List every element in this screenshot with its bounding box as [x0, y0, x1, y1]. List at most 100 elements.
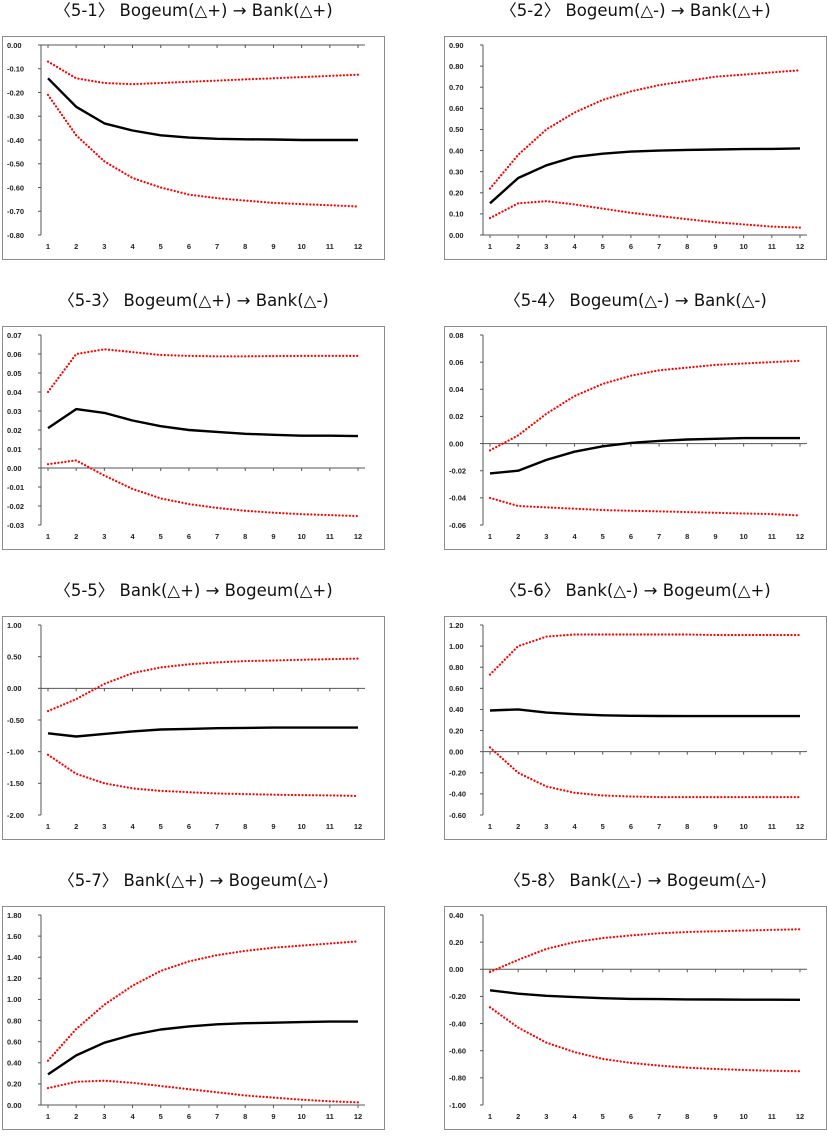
x-tick-label: 11 — [768, 242, 776, 251]
line-chart: 0.90 0.80 0.70 0.60 0.50 0.40 0.30 0.20 0.10 0.00… — [449, 41, 807, 251]
x-tick-label: 10 — [739, 822, 747, 831]
x-tick-label: 3 — [102, 1112, 106, 1121]
plot-area: 1.80 1.60 1.40 1.20 1.00 0.80 0.60 0.40 0.20 0.00… — [2, 906, 385, 1130]
x-tick-label: 2 — [516, 1112, 520, 1121]
y-tick-label: 0.00 — [449, 231, 464, 240]
line-chart: 1.000.500.00-0.50-1.00-1.50-2.001 2 3 4 5 6 7 8… — [7, 621, 365, 831]
line-chart: 0.400.200.00-0.20-0.40-0.60-0.80-1.001 2 3… — [449, 911, 807, 1121]
x-tick-label: 1 — [46, 532, 50, 541]
y-tick-label: 0.05 — [7, 369, 22, 378]
x-tick-label: 4 — [572, 242, 577, 251]
x-tick-label: 12 — [796, 532, 804, 541]
y-tick-label: 0.00 — [7, 684, 22, 693]
y-tick-label: 0.10 — [449, 210, 464, 219]
x-tick-label: 6 — [629, 822, 633, 831]
x-tick-label: 11 — [326, 242, 334, 251]
x-tick-label: 2 — [516, 532, 520, 541]
x-tick-label: 2 — [74, 822, 78, 831]
y-tick-label: 0.01 — [7, 445, 22, 454]
impulse-response-line — [489, 147, 801, 205]
x-tick-label: 9 — [713, 822, 717, 831]
x-tick-label: 3 — [544, 1112, 548, 1121]
x-tick-label: 7 — [657, 822, 661, 831]
x-tick-label: 12 — [796, 822, 804, 831]
x-tick-label: 3 — [544, 532, 548, 541]
x-tick-label: 9 — [713, 532, 717, 541]
x-tick-label: 6 — [187, 1112, 191, 1121]
x-tick-label: 1 — [488, 822, 492, 831]
x-tick-label: 10 — [297, 242, 305, 251]
y-tick-label: 0.07 — [7, 331, 22, 340]
confidence-band-line — [488, 1006, 802, 1073]
x-tick-label: 12 — [796, 1112, 804, 1121]
line-chart: 1.20 1.00 0.80 0.60 0.40 0.20 0.00 -0.20 -0.40 -0… — [449, 621, 807, 831]
y-tick-label: 0.60 — [7, 1037, 22, 1046]
x-tick-label: 6 — [629, 1112, 633, 1121]
chart-panel: 〈5-2〉 Bogeum(△-) → Bank(△+) 0.90 0.80 0.70 0… — [444, 0, 827, 260]
y-tick-label: -0.70 — [7, 207, 24, 216]
x-tick-label: 4 — [130, 822, 135, 831]
x-tick-label: 5 — [159, 822, 163, 831]
x-tick-label: 2 — [74, 242, 78, 251]
y-tick-label: -0.02 — [449, 467, 466, 476]
y-tick-label: 1.80 — [7, 911, 22, 920]
x-tick-label: 11 — [768, 532, 776, 541]
chart-title: 〈5-5〉 Bank(△+) → Bogeum(△+) — [54, 581, 333, 600]
y-tick-label: 0.20 — [449, 938, 464, 947]
x-tick-label: 5 — [159, 1112, 163, 1121]
y-tick-label: 0.50 — [449, 125, 464, 134]
y-tick-label: 0.80 — [449, 663, 464, 672]
confidence-band-line — [488, 746, 802, 799]
x-tick-label: 5 — [601, 242, 605, 251]
y-tick-label: 0.00 — [7, 1101, 22, 1110]
x-tick-label: 9 — [271, 242, 275, 251]
y-tick-label: 0.60 — [449, 684, 464, 693]
y-tick-label: 0.20 — [449, 189, 464, 198]
confidence-band-line — [46, 1079, 360, 1104]
x-tick-label: 7 — [215, 532, 219, 541]
x-tick-label: 9 — [271, 1112, 275, 1121]
confidence-band-line — [488, 359, 802, 452]
x-tick-label: 8 — [243, 822, 247, 831]
y-tick-label: -0.06 — [449, 521, 466, 530]
y-tick-label: -0.03 — [7, 521, 24, 530]
y-tick-label: 0.20 — [449, 726, 464, 735]
y-tick-label: 1.20 — [7, 974, 22, 983]
chart-panel: 〈5-6〉 Bank(△-) → Bogeum(△+) 1.20 1.00 0.80 0… — [444, 580, 827, 840]
y-tick-label: 0.04 — [7, 388, 22, 397]
x-tick-label: 7 — [215, 1112, 219, 1121]
y-tick-label: 1.20 — [449, 621, 464, 630]
confidence-band-line — [488, 200, 802, 229]
confidence-band-line — [46, 753, 360, 798]
y-tick-label: -0.40 — [7, 136, 24, 145]
x-tick-label: 7 — [215, 242, 219, 251]
impulse-response-line — [47, 77, 358, 142]
y-tick-label: 0.00 — [449, 439, 464, 448]
y-tick-label: -0.60 — [7, 183, 24, 192]
x-tick-label: 9 — [713, 242, 717, 251]
plot-area: 0.07 0.06 0.05 0.04 0.03 0.02 0.01 0.00 -0.01 -0.… — [2, 326, 385, 550]
confidence-band-line — [488, 69, 802, 190]
y-tick-label: 0.40 — [449, 911, 464, 920]
x-tick-label: 1 — [46, 1112, 50, 1121]
line-chart: 0.080.060.040.020.00-0.02-0.04-0.061 2 3 4 5… — [449, 331, 807, 541]
x-tick-label: 7 — [657, 242, 661, 251]
x-tick-label: 11 — [326, 532, 334, 541]
y-tick-label: 0.03 — [7, 407, 22, 416]
x-tick-label: 8 — [243, 532, 247, 541]
x-tick-label: 11 — [768, 1112, 776, 1121]
y-tick-label: 0.08 — [449, 331, 464, 340]
y-tick-label: 0.40 — [7, 1059, 22, 1068]
plot-area: 0.40 0.20 0.00 -0.20 -0.40 -0.60 -0.80 -1.00 1 2 3… — [444, 906, 827, 1130]
x-tick-label: 10 — [297, 1112, 305, 1121]
x-tick-label: 9 — [271, 822, 275, 831]
plot-area: 0.08 0.06 0.04 0.02 0.00 -0.02 -0.04 -0.06 1 2 3 4 5… — [444, 326, 827, 550]
x-tick-label: 10 — [297, 532, 305, 541]
y-tick-label: 0.00 — [449, 965, 464, 974]
x-tick-label: 1 — [488, 242, 492, 251]
x-tick-label: 1 — [488, 532, 492, 541]
y-tick-label: -0.80 — [7, 231, 24, 240]
y-tick-label: -0.50 — [7, 160, 24, 169]
x-tick-label: 2 — [74, 532, 78, 541]
x-tick-label: 11 — [326, 822, 334, 831]
